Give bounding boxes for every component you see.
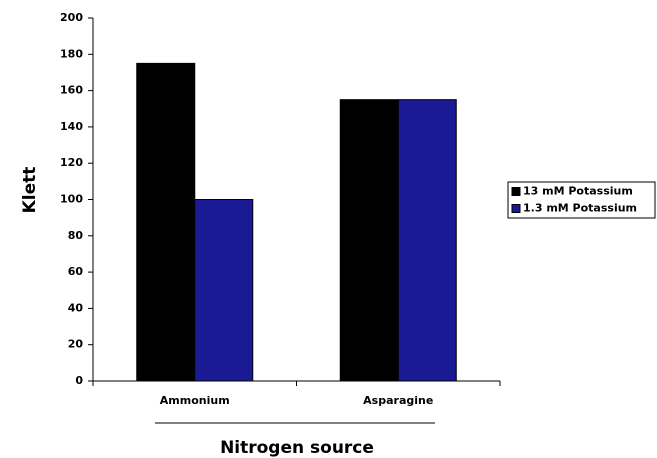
y-tick-label: 40: [68, 301, 84, 314]
legend-swatch: [511, 187, 521, 196]
y-tick-label: 180: [60, 47, 83, 60]
bar: [397, 99, 457, 382]
y-tick-label: 20: [68, 338, 84, 351]
legend-label: 1.3 mM Potassium: [523, 202, 637, 215]
bar: [194, 199, 254, 382]
legend-swatch: [511, 204, 521, 213]
y-tick-label: 60: [68, 265, 84, 278]
y-tick-label: 80: [68, 229, 84, 242]
x-axis-title: Nitrogen source: [220, 438, 374, 458]
bar: [339, 99, 399, 382]
x-tick-label: Ammonium: [160, 394, 230, 407]
y-tick-label: 200: [60, 11, 83, 24]
bar: [136, 62, 196, 382]
y-tick-label: 140: [60, 120, 83, 133]
y-tick-label: 100: [60, 193, 83, 206]
x-tick-label: Asparagine: [363, 394, 433, 407]
legend-label: 13 mM Potassium: [523, 185, 633, 198]
legend-box: [507, 181, 656, 219]
y-axis-title: Klett: [20, 167, 40, 214]
y-tick-label: 0: [75, 374, 83, 387]
y-tick-label: 120: [60, 156, 83, 169]
y-tick-label: 160: [60, 84, 83, 97]
